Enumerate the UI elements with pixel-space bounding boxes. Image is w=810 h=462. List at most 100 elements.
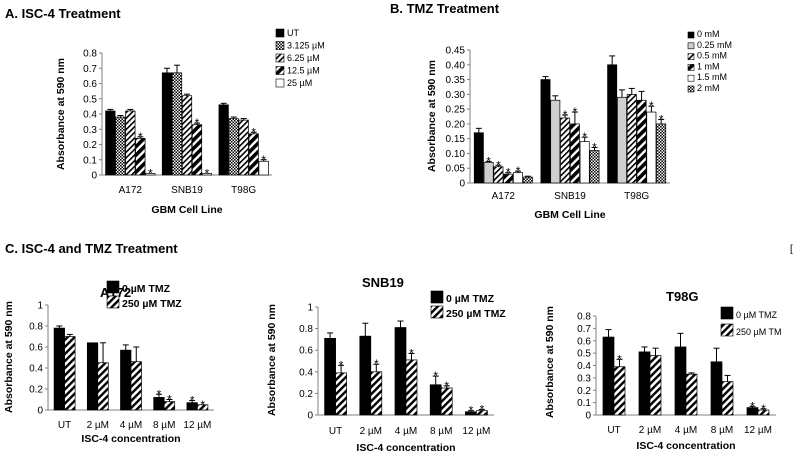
significance-star: *: [761, 402, 766, 416]
bar-c1-1-1: [97, 362, 109, 411]
y-tick-label: 0.10: [446, 149, 466, 160]
y-tick-label: 0: [91, 171, 97, 182]
y-tick-label: 0: [307, 411, 313, 422]
legend-label: 1 mM: [697, 61, 720, 71]
stray-bracket-mark: [: [790, 244, 793, 255]
bar-c2-0-0: [324, 337, 336, 416]
significance-star: *: [374, 357, 379, 371]
significance-star: *: [469, 404, 474, 418]
legend-swatch: [687, 85, 695, 93]
bar-c1-0-0: [53, 327, 65, 411]
bar-c2-1-1: [370, 371, 383, 416]
x-tick-label: 4 µM: [675, 425, 697, 436]
x-axis-title: ISC-4 concentration: [81, 433, 180, 445]
x-tick-label: 8 µM: [430, 426, 452, 437]
x-tick-label: SNB19: [554, 191, 586, 202]
y-tick-label: 0.7: [577, 324, 591, 335]
bar-b-2-3: [636, 99, 647, 184]
y-axis-title: Absorbance at 590 nm: [426, 60, 438, 172]
x-axis-title: GBM Cell Line: [534, 209, 605, 221]
bar-a-0-0: [105, 110, 116, 176]
bar-c2-1-0: [359, 335, 372, 416]
significance-star: *: [138, 130, 143, 144]
y-tick-label: 0.45: [446, 46, 466, 57]
legend-swatch: [687, 42, 695, 50]
x-tick-label: UT: [58, 420, 71, 431]
legend-swatch: [430, 305, 444, 319]
bar-c3-3-1: [721, 381, 734, 416]
significance-star: *: [582, 130, 587, 144]
legend-swatch: [687, 74, 695, 82]
bar-a-0-3: [135, 138, 146, 176]
legend-label: 25 µM: [287, 78, 312, 88]
bar-a-0-1: [115, 116, 126, 176]
y-axis-title: Absorbance at 590 nm: [544, 306, 556, 418]
bar-c3-1-1: [649, 355, 662, 416]
significance-star: *: [506, 166, 511, 180]
x-tick-label: 4 µM: [120, 420, 142, 431]
y-tick-label: 0.1: [83, 155, 97, 166]
bar-b-1-4: [579, 141, 590, 184]
legend-label: UT: [287, 28, 299, 38]
bar-a-1-1: [171, 72, 183, 176]
bar-c3-1-0: [638, 351, 651, 416]
bar-a-2-3: [248, 133, 259, 176]
y-axis-title: Absorbance at 590 nm: [55, 58, 67, 170]
y-tick-label: 0: [585, 411, 591, 422]
significance-star: *: [339, 358, 344, 372]
bar-b-2-0: [607, 64, 618, 184]
significance-star: *: [496, 158, 501, 172]
significance-star: *: [200, 398, 205, 412]
y-tick-label: 0.4: [577, 361, 591, 372]
x-tick-label: 12 µM: [462, 426, 490, 437]
y-tick-label: 0.6: [83, 79, 97, 90]
bar-b-0-5: [522, 176, 533, 184]
significance-star: *: [516, 164, 521, 178]
legend-swatch: [275, 53, 285, 63]
significance-star: *: [190, 394, 195, 408]
legend-swatch: [720, 323, 734, 337]
x-axis-title: ISC-4 concentration: [356, 442, 455, 454]
significance-star: *: [659, 112, 664, 126]
x-tick-label: SNB19: [171, 185, 203, 196]
y-tick-label: 0.35: [446, 75, 466, 86]
x-tick-label: T98G: [231, 185, 256, 196]
bar-b-2-4: [646, 111, 657, 184]
y-tick-label: 0.6: [29, 343, 43, 354]
bar-b-1-0: [540, 79, 551, 184]
legend-swatch: [687, 31, 695, 39]
y-tick-label: 0.8: [83, 49, 97, 60]
x-tick-label: 8 µM: [153, 420, 175, 431]
bar-c2-2-0: [394, 327, 407, 416]
chart-title: SNB19: [362, 275, 404, 290]
bar-c2-0-1: [335, 372, 347, 416]
x-tick-label: UT: [329, 426, 342, 437]
legend-label: 0 mM: [697, 29, 720, 39]
significance-star: *: [409, 346, 414, 360]
y-tick-label: 1: [37, 301, 43, 312]
legend-label: 0.25 mM: [697, 40, 732, 50]
bar-b-2-2: [626, 93, 637, 184]
bar-c3-0-0: [602, 336, 615, 416]
bar-a-1-4: [201, 173, 213, 176]
legend-swatch: [720, 306, 734, 320]
chart-t98g-combination: T98G 0 0.10.2 0.30.40.5 0.60.70.8 * UT 2 µM 4 µM…: [544, 289, 782, 452]
bar-c1-1-0: [86, 342, 99, 411]
significance-star: *: [444, 379, 449, 393]
significance-star: *: [433, 369, 438, 383]
legend-swatch: [275, 41, 285, 50]
x-tick-label: 2 µM: [87, 420, 109, 431]
x-tick-label: 12 µM: [744, 425, 772, 436]
y-tick-label: 1: [307, 303, 313, 314]
significance-star: *: [480, 403, 485, 417]
x-tick-label: 2 µM: [360, 426, 382, 437]
bar-b-1-1: [550, 99, 561, 184]
bar-b-2-5: [656, 123, 667, 184]
y-tick-label: 0.20: [446, 119, 466, 130]
panel-c-title: C. ISC-4 and TMZ Treatment: [5, 241, 178, 256]
bar-c3-2-0: [674, 346, 687, 416]
bar-c2-2-1: [405, 359, 418, 416]
significance-star: *: [573, 105, 578, 119]
